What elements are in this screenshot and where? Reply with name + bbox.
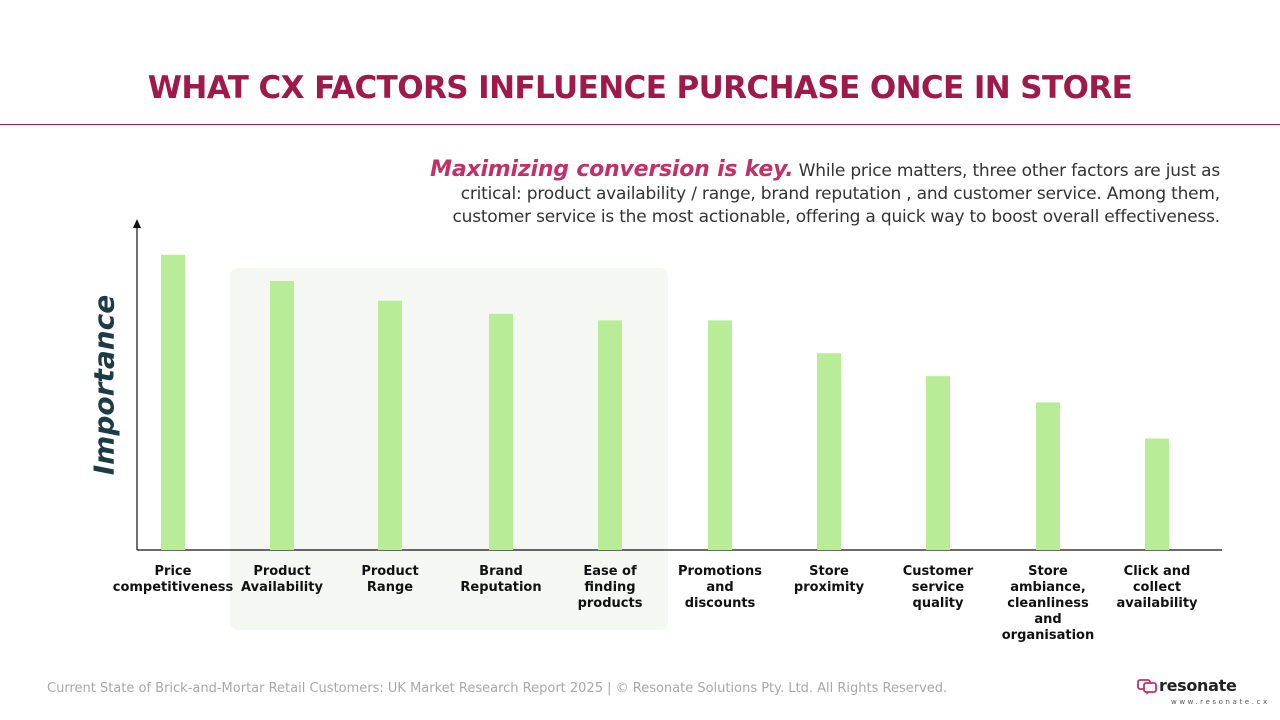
resonate-logo: resonate www.resonate.cx [1137, 676, 1267, 710]
x-tick-label: Product Range [361, 564, 418, 595]
logo-wordmark: resonate [1159, 676, 1237, 695]
bar-6 [708, 320, 732, 550]
intro-lead: Maximizing conversion is key. [430, 157, 794, 182]
intro-text: Maximizing conversion is key. While pric… [400, 158, 1220, 229]
bar-4 [489, 313, 513, 550]
bar-8 [926, 376, 950, 550]
bar-2 [270, 281, 294, 550]
logo-url: www.resonate.cx [1171, 698, 1270, 706]
x-tick-label: Store ambiance, cleanliness and organisation [1002, 564, 1095, 643]
x-tick-label: Price competitiveness [113, 564, 234, 595]
bar-5 [598, 320, 622, 550]
x-tick-label: Product Availability [241, 564, 323, 595]
x-tick-label: Promotions and discounts [678, 564, 762, 611]
x-tick-label: Store proximity [794, 564, 865, 595]
x-tick-label: Customer service quality [903, 564, 974, 611]
page-title: WHAT CX FACTORS INFLUENCE PURCHASE ONCE … [147, 70, 1133, 106]
title-divider [0, 124, 1280, 125]
bar-1 [161, 254, 185, 551]
y-axis-arrow [133, 219, 141, 228]
bar-7 [817, 353, 841, 550]
x-tick-label: Brand Reputation [460, 564, 541, 595]
bar-3 [378, 300, 402, 550]
bar-9 [1036, 402, 1060, 550]
chat-bubbles-icon [1137, 679, 1157, 695]
intro-body: While price matters, three other factors… [452, 161, 1220, 227]
highlight-panel [230, 268, 668, 630]
x-tick-label: Click and collect availability [1116, 564, 1198, 611]
x-tick-label: Ease of finding products [578, 564, 643, 611]
footer-copyright: Current State of Brick-and-Mortar Retail… [47, 681, 948, 696]
bar-10 [1145, 438, 1169, 550]
